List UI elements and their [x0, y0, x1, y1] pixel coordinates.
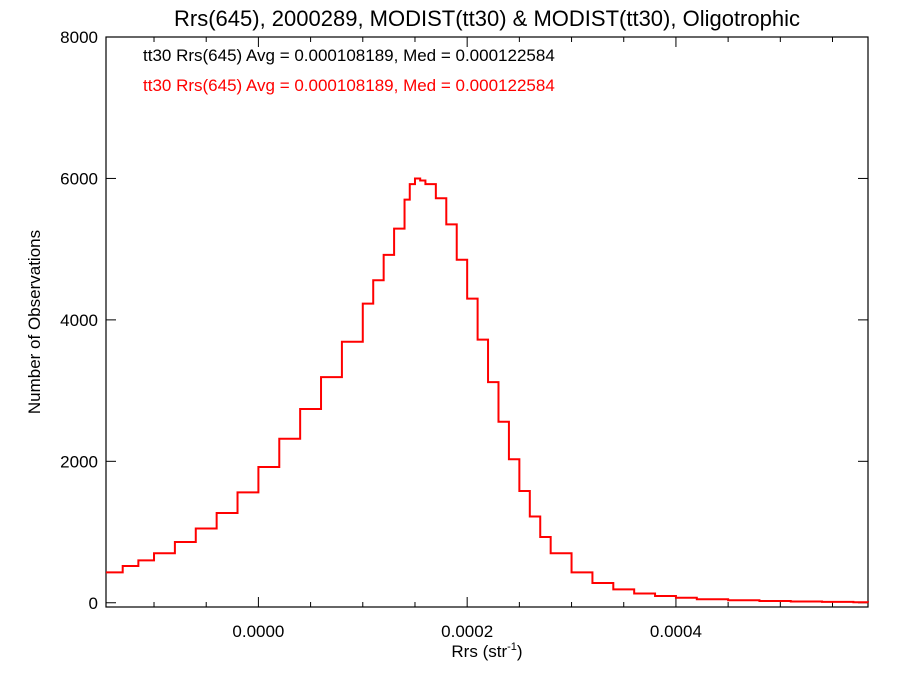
plot-frame: [105, 36, 869, 608]
series-step-line: [106, 177, 869, 604]
x-axis-label-suffix: ): [517, 642, 523, 661]
x-axis-label: Rrs (str-1): [451, 641, 522, 661]
y-tick-label: 0: [89, 594, 98, 613]
x-tick-label: 0.0004: [650, 622, 702, 641]
chart-title: Rrs(645), 2000289, MODIST(tt30) & MODIST…: [174, 6, 800, 31]
axis-tick-labels: 0.0000 0.0002 0.0004 0 2000 4000 6000 8000: [60, 28, 702, 641]
y-tick-label: 2000: [60, 452, 98, 471]
y-tick-label: 4000: [60, 311, 98, 330]
series-layer: [106, 177, 869, 604]
axis-ticks: [106, 36, 868, 607]
x-tick-label: 0.0002: [441, 622, 493, 641]
x-axis-label-main: Rrs (str: [451, 642, 507, 661]
y-tick-label: 6000: [60, 169, 98, 188]
stats-annotation-red: tt30 Rrs(645) Avg = 0.000108189, Med = 0…: [143, 76, 555, 95]
y-tick-label: 8000: [60, 28, 98, 47]
y-axis-label: Number of Observations: [25, 230, 44, 414]
stats-annotation-black: tt30 Rrs(645) Avg = 0.000108189, Med = 0…: [143, 46, 555, 65]
series-0: [106, 177, 869, 604]
x-tick-label: 0.0000: [232, 622, 284, 641]
x-axis-label-superscript: -1: [507, 641, 517, 653]
